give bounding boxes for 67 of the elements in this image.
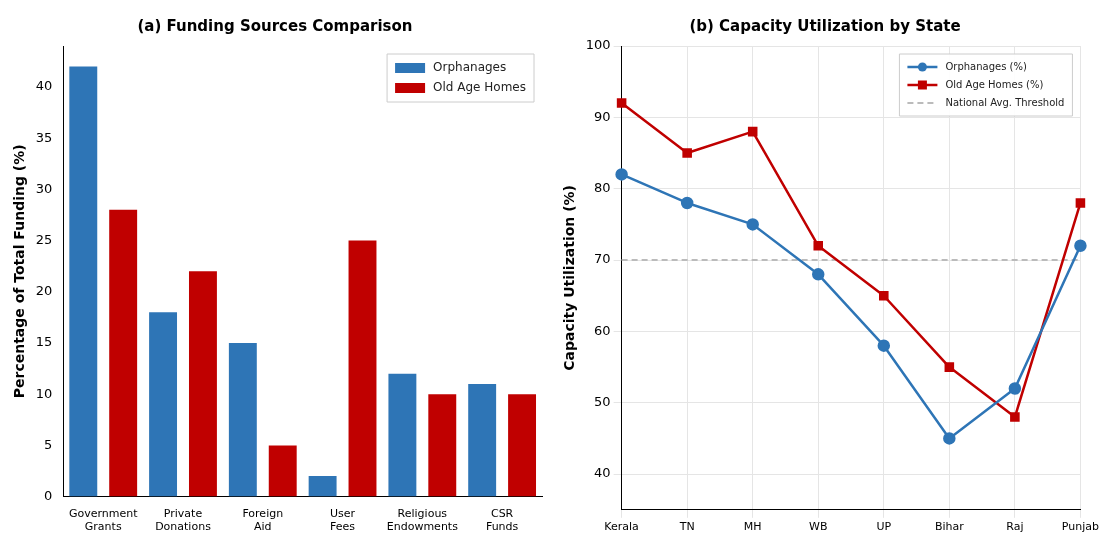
y-axis-title: Percentage of Total Funding (%) — [11, 144, 28, 399]
y-tick-label: 50 — [594, 394, 611, 410]
y-axis-title: Capacity Utilization (%) — [561, 184, 578, 371]
bar — [508, 394, 537, 497]
point — [747, 126, 758, 137]
legend-label: National Avg. Threshold — [945, 96, 1065, 108]
point — [879, 290, 889, 301]
point — [746, 218, 759, 231]
x-tick-label: Government Grants — [68, 507, 139, 534]
bar — [268, 445, 297, 497]
bar — [69, 66, 98, 497]
y-tick-label: 40 — [35, 78, 53, 94]
y-tick-label: 10 — [35, 385, 53, 401]
x-tick-label: User Fees — [330, 507, 356, 534]
y-tick-label: 70 — [594, 251, 611, 267]
bar — [308, 476, 337, 497]
bar — [468, 383, 497, 497]
x-tick-label: Raj — [1006, 520, 1024, 534]
bar — [188, 271, 217, 497]
legend-label: Orphanages — [433, 60, 507, 75]
x-tick-label: Kerala — [604, 520, 639, 534]
y-tick-label: 60 — [594, 322, 611, 338]
bar — [228, 342, 257, 497]
y-tick-label: 20 — [35, 283, 53, 299]
point — [682, 148, 692, 158]
x-tick-label: Bihar — [934, 520, 965, 534]
chart-title: (a) Funding Sources Comparison — [137, 16, 413, 35]
bar — [348, 240, 377, 497]
point — [877, 339, 891, 352]
x-tick-label: Punjab — [1061, 520, 1100, 534]
x-tick-label: CSR Funds — [485, 507, 519, 534]
point — [616, 98, 627, 108]
y-tick-label: 90 — [594, 108, 611, 124]
y-tick-label: 25 — [35, 231, 53, 247]
x-tick-label: Religious Endowments — [386, 507, 459, 534]
y-tick-label: 0 — [44, 487, 53, 503]
x-tick-label: Private Donations — [155, 507, 212, 534]
point — [943, 432, 956, 445]
legend-label: Old Age Homes (%) — [945, 78, 1044, 90]
point — [1010, 412, 1020, 422]
point — [944, 362, 955, 372]
y-tick-label: 30 — [35, 180, 53, 196]
bar — [388, 373, 417, 497]
point — [811, 268, 825, 281]
y-tick-label: 5 — [44, 436, 53, 452]
x-tick-label: MH — [743, 520, 762, 534]
legend-label: Old Age Homes — [433, 80, 527, 95]
legend-label: Orphanages (%) — [945, 60, 1027, 72]
point — [1008, 382, 1022, 395]
y-tick-label: 40 — [594, 465, 611, 481]
point — [1074, 239, 1087, 253]
y-tick-label: 80 — [594, 180, 611, 196]
bar — [428, 394, 457, 497]
point — [615, 168, 628, 181]
y-tick-label: 15 — [35, 334, 53, 350]
point — [680, 196, 694, 210]
bar — [109, 209, 138, 497]
point — [1075, 198, 1086, 208]
bar — [149, 312, 178, 497]
x-tick-label: WB — [809, 520, 828, 534]
point — [813, 241, 824, 251]
x-tick-label: Foreign Aid — [242, 507, 284, 534]
x-tick-label: TN — [678, 520, 695, 534]
y-tick-label: 100 — [585, 37, 611, 53]
x-tick-label: UP — [876, 520, 892, 534]
y-tick-label: 35 — [35, 129, 53, 145]
chart-title: (b) Capacity Utilization by State — [689, 16, 961, 35]
